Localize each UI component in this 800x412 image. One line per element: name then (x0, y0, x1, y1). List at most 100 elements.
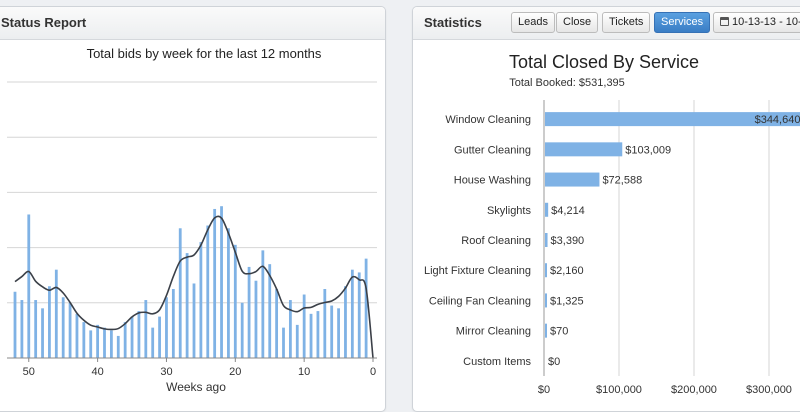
bid-bar (240, 302, 244, 358)
bid-bar (199, 242, 203, 358)
leads-button[interactable]: Leads (511, 12, 555, 33)
bid-bar (295, 324, 299, 358)
bid-bar (364, 258, 368, 358)
bid-bar (34, 300, 38, 358)
category-label: Skylights (487, 205, 532, 217)
service-bar (545, 233, 548, 247)
data-label: $1,325 (550, 295, 584, 307)
bid-bar (68, 302, 72, 358)
bid-bar (116, 335, 120, 358)
close-button[interactable]: Close (556, 12, 599, 33)
service-chart-subtitle: Total Booked: $531,395 (509, 77, 625, 89)
status-report-title: Status Report (1, 15, 87, 30)
bid-bar (185, 253, 189, 358)
bids-chart-title: Total bids by week for the last 12 month… (87, 46, 322, 61)
bid-bar (330, 305, 334, 358)
bid-bar (165, 297, 168, 358)
data-label: $103,009 (625, 144, 671, 156)
bid-bar (123, 322, 127, 358)
x-tick-label: $200,000 (671, 384, 717, 396)
x-tick-label: 10 (298, 366, 310, 378)
service-bar (545, 323, 547, 338)
service-bar (545, 112, 800, 127)
calendar-icon (720, 17, 729, 26)
bid-bar (137, 311, 141, 358)
bid-bar (13, 291, 17, 358)
bid-bar (254, 280, 258, 358)
date-range-picker[interactable]: 10-13-13 - 10-13-14 (713, 12, 800, 33)
bid-bar (130, 316, 134, 358)
bid-bar (82, 322, 86, 358)
data-label: $0 (548, 356, 560, 368)
statistics-title: Statistics (424, 15, 482, 30)
bid-bar (151, 327, 155, 358)
category-label: Window Cleaning (445, 114, 531, 126)
x-tick-label: 40 (91, 366, 103, 378)
category-label: Gutter Cleaning (454, 144, 531, 156)
bid-bar (89, 330, 93, 358)
services-button[interactable]: Services (654, 12, 711, 33)
statistics-header: Statistics Leads Close Tickets Services … (413, 7, 800, 40)
bid-bar (357, 272, 361, 358)
service-bar (545, 172, 600, 187)
bid-bar (48, 286, 51, 358)
status-report-header: Status Report (0, 7, 385, 40)
service-bar (545, 142, 623, 157)
bid-bar (288, 300, 292, 358)
x-tick-label: $300,000 (746, 384, 792, 396)
bid-bar (20, 300, 24, 358)
bid-bar (275, 289, 279, 358)
bid-bar (282, 327, 285, 358)
bid-bar (220, 206, 223, 358)
data-label: $2,160 (550, 265, 584, 277)
bid-bar (41, 308, 44, 358)
bid-bar (109, 330, 113, 358)
bid-bar (344, 286, 347, 358)
category-label: Roof Cleaning (461, 235, 531, 247)
bid-bar (144, 300, 148, 358)
service-chart: Total Closed By Service Total Booked: $53… (424, 52, 800, 396)
bid-bar (171, 289, 175, 358)
bid-bar (233, 244, 237, 358)
category-label: Mirror Cleaning (456, 326, 531, 338)
x-tick-label: 20 (229, 366, 241, 378)
category-label: Ceiling Fan Cleaning (429, 295, 531, 307)
bid-bar (302, 294, 306, 358)
bid-bar (206, 225, 210, 358)
bids-trend-line (14, 215, 374, 359)
bid-bar (192, 283, 196, 358)
category-label: Light Fixture Cleaning (424, 265, 531, 277)
bid-bar (337, 308, 340, 358)
tickets-button[interactable]: Tickets (602, 12, 651, 33)
bid-bar (75, 313, 79, 358)
bid-bar (61, 297, 65, 358)
x-tick-label: $100,000 (596, 384, 642, 396)
bid-bar (309, 313, 313, 358)
service-bar (545, 293, 547, 308)
bid-bar (323, 289, 327, 358)
data-label: $3,390 (551, 235, 585, 247)
x-tick-label: 30 (160, 366, 172, 378)
bid-bar (103, 327, 106, 358)
bid-bar (158, 316, 161, 358)
statistics-panel: Statistics Leads Close Tickets Services … (412, 6, 800, 412)
bid-bar (247, 266, 251, 358)
bid-bar (96, 324, 100, 358)
data-label: $344,640 (755, 114, 800, 126)
x-axis-label: Weeks ago (166, 380, 226, 394)
data-label: $72,588 (602, 175, 642, 187)
bid-bar (27, 214, 31, 358)
bid-bar (54, 269, 58, 358)
bid-bar (316, 311, 320, 358)
bid-bar (261, 250, 265, 358)
date-range-label: 10-13-13 - 10-13-14 (732, 16, 800, 28)
bid-bar (350, 269, 354, 358)
category-label: House Washing (454, 175, 531, 187)
x-tick-label: 0 (370, 366, 376, 378)
bid-bar (227, 228, 230, 358)
bid-bar (178, 228, 182, 358)
data-label: $4,214 (551, 205, 585, 217)
x-tick-label: $0 (538, 384, 550, 396)
category-label: Custom Items (463, 356, 531, 368)
x-tick-label: 50 (23, 366, 35, 378)
